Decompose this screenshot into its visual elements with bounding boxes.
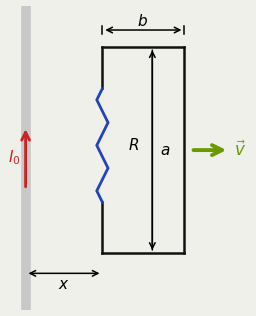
Text: $b$: $b$ [137,13,147,28]
Text: $R$: $R$ [128,137,139,153]
Text: $\vec{v}$: $\vec{v}$ [234,140,246,160]
Text: $a$: $a$ [160,143,170,158]
Text: $x$: $x$ [58,277,70,292]
Text: $I_0$: $I_0$ [8,149,20,167]
